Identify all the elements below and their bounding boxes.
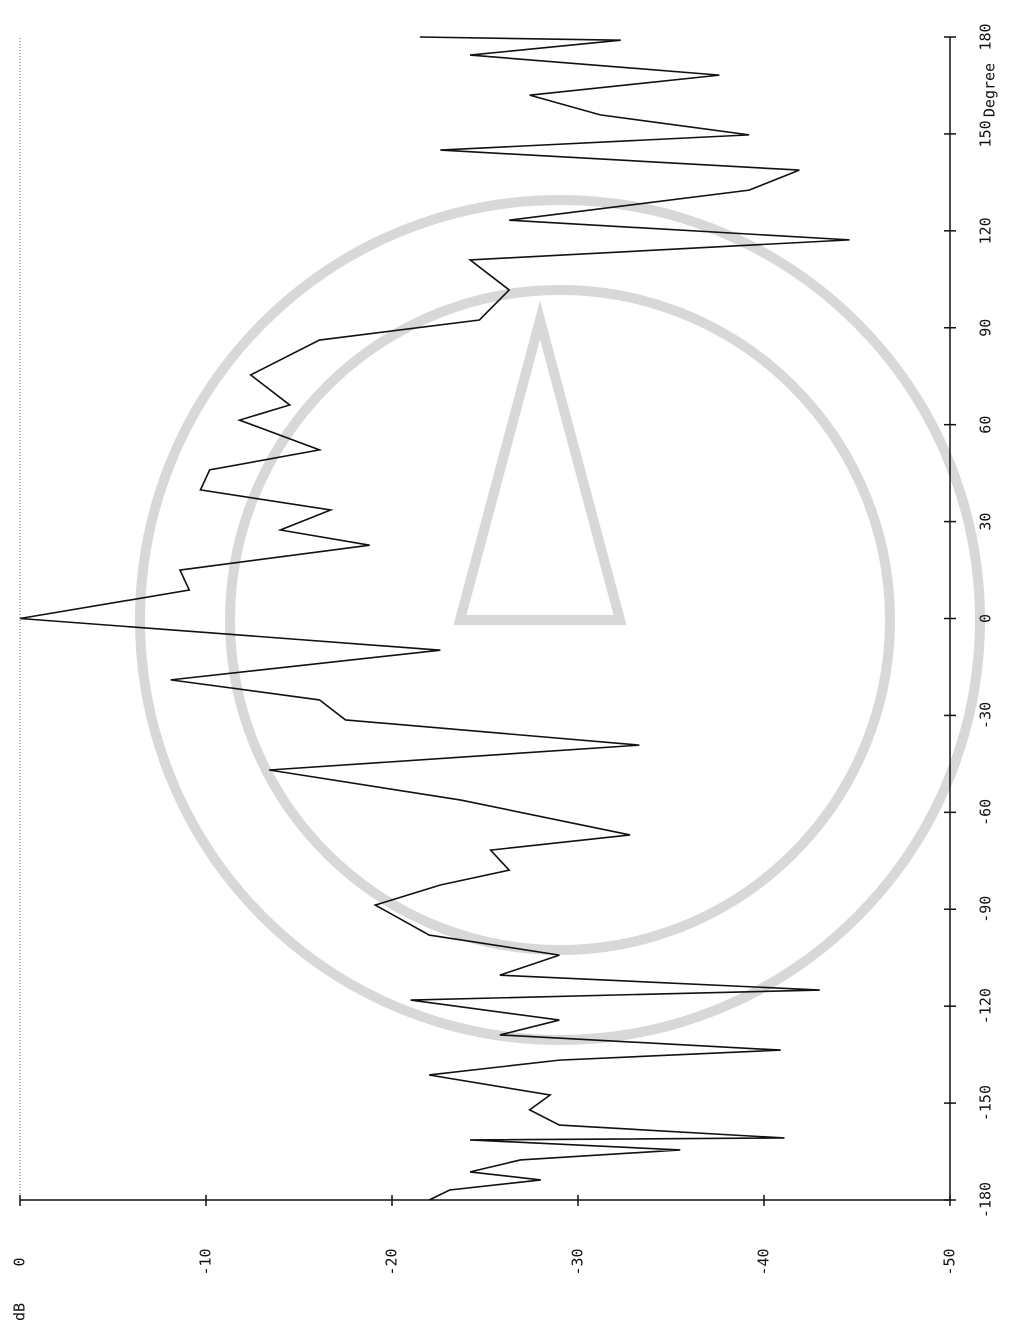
x-tick-label: 150 (977, 120, 995, 147)
data-line (19, 36, 850, 1201)
x-tick-label: 90 (977, 319, 995, 337)
x-tick-label: -180 (977, 1182, 995, 1218)
x-tick-label: 0 (977, 614, 995, 623)
y-axis-label: dB (11, 1303, 29, 1321)
x-tick-label: 60 (977, 416, 995, 434)
x-tick-label: -120 (977, 988, 995, 1024)
x-tick-label: 180 (977, 23, 995, 50)
x-axis-label: Degree (981, 63, 999, 117)
watermark-ring (135, 195, 985, 1045)
y-tick-label: -30 (569, 1248, 587, 1275)
x-tick-label: -90 (977, 896, 995, 923)
y-tick-label: 0 (11, 1257, 29, 1266)
watermark (135, 195, 985, 1045)
x-tick-label: -60 (977, 799, 995, 826)
y-tick-label: -40 (755, 1248, 773, 1275)
y-tick-label: -10 (197, 1248, 215, 1275)
y-tick-label: -20 (383, 1248, 401, 1275)
x-tick-label: 120 (977, 217, 995, 244)
x-tick-label: 30 (977, 513, 995, 531)
y-tick-label: -50 (941, 1248, 959, 1275)
watermark-emblem (453, 300, 627, 625)
x-tick-label: -30 (977, 702, 995, 729)
watermark-ring (225, 285, 895, 955)
x-tick-label: -150 (977, 1085, 995, 1121)
